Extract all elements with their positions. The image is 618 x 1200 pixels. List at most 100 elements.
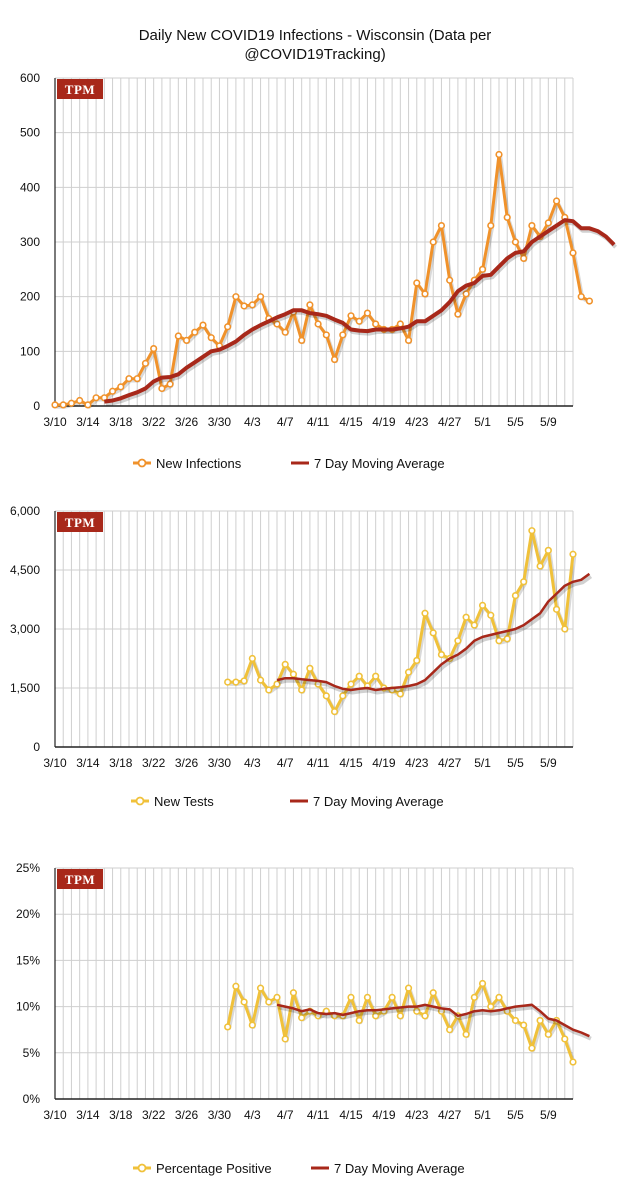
- moving-average-line: [276, 1003, 590, 1038]
- x-tick-label: 3/10: [43, 756, 67, 770]
- y-tick-label: 4,500: [10, 563, 40, 577]
- data-point: [487, 611, 495, 619]
- tpm-logo-background: [57, 79, 103, 99]
- x-tick-label: 3/18: [109, 1108, 133, 1122]
- x-tick-label: 3/26: [175, 415, 199, 429]
- data-point: [256, 293, 265, 301]
- data-point: [281, 1035, 289, 1043]
- x-tick-label: 3/22: [142, 415, 166, 429]
- data-point: [520, 1021, 528, 1029]
- data-point: [388, 993, 396, 1001]
- moving-average-shadow: [278, 574, 593, 695]
- x-tick-label: 4/19: [372, 415, 396, 429]
- data-point: [462, 1030, 470, 1038]
- data-point: [256, 984, 265, 992]
- data-point: [298, 1014, 306, 1022]
- y-tick-label: 400: [20, 180, 40, 194]
- x-tick-label: 4/15: [339, 1108, 363, 1122]
- data-point: [404, 668, 413, 676]
- data-point: [306, 664, 314, 672]
- data-point: [207, 334, 215, 342]
- x-tick-label: 3/18: [109, 415, 133, 429]
- data-point: [363, 993, 372, 1001]
- data-point: [372, 1012, 380, 1020]
- data-point: [429, 989, 437, 997]
- data-point: [429, 629, 437, 637]
- y-tick-label: 200: [20, 290, 40, 304]
- data-point: [339, 331, 347, 339]
- legend-label-average: 7 Day Moving Average: [314, 456, 445, 471]
- data-point: [347, 312, 355, 320]
- data-point: [182, 336, 191, 345]
- tpm-logo: TPM: [57, 79, 103, 99]
- data-point: [289, 989, 298, 997]
- data-point: [92, 394, 100, 402]
- data-point: [446, 1026, 454, 1034]
- moving-average-line: [276, 572, 591, 692]
- data-point: [544, 1030, 552, 1038]
- data-point: [330, 707, 339, 716]
- data-point: [347, 993, 355, 1001]
- data-point: [528, 1044, 536, 1052]
- charts-group: 0 100 200 300 400 500 600 3/10 3/14 3/18 3/22 3/26 3…: [10, 71, 618, 1176]
- data-point: [503, 635, 511, 643]
- tpm-logo-text: TPM: [65, 872, 95, 887]
- data-point: [355, 1016, 363, 1025]
- data-point: [281, 328, 289, 336]
- data-point: [265, 686, 273, 694]
- data-point: [224, 1023, 232, 1031]
- data-point: [117, 383, 125, 391]
- data-point: [84, 401, 92, 409]
- legend: New Tests 7 Day Moving Average: [131, 794, 444, 809]
- x-tick-label: 4/11: [307, 756, 330, 770]
- data-point: [478, 979, 487, 988]
- tpm-logo: TPM: [57, 512, 103, 532]
- x-tick-label: 4/7: [277, 756, 294, 770]
- data-point: [569, 550, 577, 558]
- x-tick-label: 4/11: [307, 415, 330, 429]
- y-tick-label: 0: [33, 399, 40, 413]
- data-point: [108, 387, 117, 395]
- x-tick-label: 4/15: [339, 756, 363, 770]
- x-tick-label: 3/30: [208, 1108, 232, 1122]
- data-point: [330, 355, 339, 364]
- y-tick-label: 100: [20, 344, 40, 358]
- data-point: [454, 637, 462, 645]
- data-point: [421, 609, 429, 617]
- data-point: [585, 297, 594, 305]
- data-point: [536, 1016, 544, 1025]
- data-point: [544, 219, 552, 227]
- data-point: [232, 293, 240, 301]
- data-point: [248, 1021, 256, 1029]
- chart-title-line-1: Daily New COVID19 Infections - Wisconsin…: [139, 27, 492, 44]
- data-point: [495, 150, 503, 159]
- legend-marker-swatch: [135, 796, 145, 806]
- data-point: [520, 578, 528, 586]
- data-point: [224, 678, 232, 686]
- data-point: [561, 1035, 569, 1043]
- x-tick-label: 3/18: [109, 756, 133, 770]
- tpm-logo-text: TPM: [65, 82, 95, 97]
- data-point: [240, 677, 248, 685]
- data-point: [404, 984, 413, 992]
- tpm-logo-text: TPM: [65, 515, 95, 530]
- y-tick-label: 3,000: [10, 622, 40, 636]
- data-point: [232, 982, 240, 990]
- data-point: [298, 686, 306, 694]
- data-point: [281, 660, 289, 669]
- x-tick-label: 5/9: [540, 1108, 557, 1122]
- data-point: [240, 998, 248, 1006]
- data-point: [413, 656, 421, 665]
- x-tick-label: 4/3: [244, 1108, 261, 1122]
- x-tick-label: 5/1: [474, 415, 491, 429]
- legend-marker-swatch: [137, 458, 147, 468]
- data-point: [355, 672, 363, 680]
- data-point: [520, 254, 528, 262]
- legend: Percentage Positive 7 Day Moving Average: [133, 1161, 465, 1176]
- data-point: [552, 197, 561, 205]
- moving-average-line: [104, 218, 616, 404]
- data-point: [503, 213, 511, 221]
- x-tick-label: 3/22: [142, 1108, 166, 1122]
- data-point: [511, 238, 520, 246]
